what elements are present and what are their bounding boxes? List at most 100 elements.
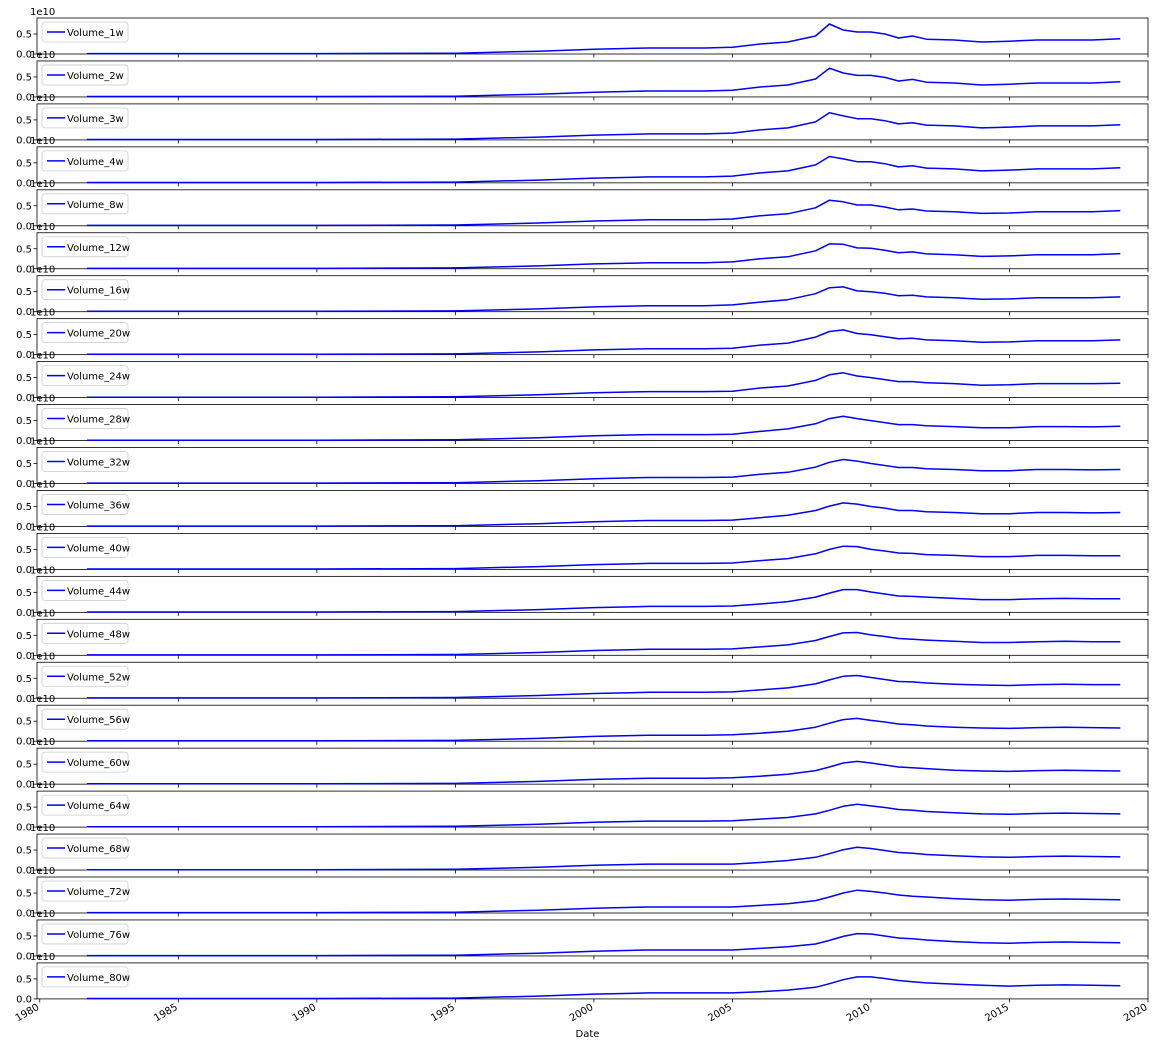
y-tick-label: 0.5: [16, 158, 32, 169]
y-tick-label: 0.5: [16, 545, 32, 556]
subplot: 0.0 0.5 1e10 Volume_80w: [16, 952, 1149, 1005]
subplot-frame: [36, 103, 1149, 141]
y-tick-label: 0.5: [16, 416, 32, 427]
subplot: 0.0 0.5 1e10 Volume_44w: [16, 565, 1149, 619]
y-tick-label: 0.5: [16, 201, 32, 212]
legend: Volume_20w: [41, 322, 130, 344]
subplot-frame: [36, 447, 1149, 484]
series-line: [86, 932, 1121, 957]
legend-label: Volume_28w: [67, 415, 130, 426]
y-tick-label: 0.5: [16, 631, 32, 642]
y-offset-label: 1e10: [30, 522, 55, 533]
legend: Volume_2w: [41, 64, 129, 86]
y-offset-label: 1e10: [30, 737, 55, 748]
y-offset-label: 1e10: [30, 909, 55, 920]
series-line: [86, 67, 1121, 98]
subplot-frame: [36, 876, 1149, 914]
subplot-frame: [36, 790, 1149, 828]
legend-box: [41, 537, 129, 558]
y-tick-label: 0.5: [16, 115, 32, 126]
y-tick-label: 0.0: [16, 823, 32, 834]
y-tick-label: 0.0: [16, 393, 32, 404]
y-tick-label: 0.5: [16, 846, 32, 857]
y-tick-label: 0.0: [16, 651, 32, 662]
legend-label: Volume_8w: [67, 200, 124, 211]
y-offset-label: 1e10: [30, 265, 55, 276]
legend-label: Volume_72w: [67, 887, 130, 898]
y-tick-label: 0.0: [16, 307, 32, 318]
y-tick-label: 0.0: [16, 436, 32, 447]
y-tick-label: 0.0: [16, 221, 32, 232]
legend: Volume_24w: [41, 365, 130, 387]
legend-label: Volume_76w: [67, 930, 130, 941]
subplot-frame: [36, 318, 1149, 356]
y-tick-label: 0.5: [16, 803, 32, 814]
subplot: 0.0 0.5 1e10 Volume_56w: [16, 694, 1149, 748]
legend-label: Volume_68w: [67, 844, 130, 855]
x-tick-label: 2015: [983, 1002, 1011, 1024]
x-tick-label: 2000: [568, 1002, 596, 1024]
legend-box: [41, 322, 129, 344]
y-tick-label: 0.0: [16, 994, 32, 1005]
subplot: 0.0 0.5 1e10 Volume_3w: [16, 93, 1149, 146]
series-line: [86, 243, 1121, 270]
x-tick-label: 1985: [152, 1002, 180, 1024]
x-tick-label: 1995: [429, 1002, 457, 1024]
subplot: 0.0 0.5 1e10 Volume_72w: [16, 866, 1149, 920]
y-offset-label: 1e10: [30, 50, 55, 61]
y-tick-label: 0.0: [16, 264, 32, 275]
legend-box: [41, 708, 129, 730]
x-tick-label: 2005: [706, 1002, 734, 1024]
y-offset-label: 1e10: [30, 136, 55, 147]
subplot-frame: [36, 962, 1149, 1000]
y-tick-label: 0.0: [16, 866, 32, 877]
series-line: [86, 155, 1121, 184]
legend-label: Volume_32w: [67, 458, 130, 469]
legend: Volume_28w: [41, 408, 130, 429]
y-offset-label: 1e10: [30, 351, 55, 362]
y-offset-label: 1e10: [30, 952, 55, 963]
legend-box: [41, 150, 129, 172]
subplot: 0.0 0.5 1e10 Volume_64w: [16, 780, 1149, 834]
legend-box: [41, 751, 129, 773]
series-line: [86, 674, 1121, 699]
y-offset-label: 1e10: [30, 179, 55, 190]
series-line: [86, 889, 1121, 914]
legend-label: Volume_3w: [67, 114, 124, 125]
legend-box: [41, 880, 129, 902]
subplot-frame: [36, 361, 1149, 399]
y-offset-label: 1e10: [30, 823, 55, 834]
subplot: 0.0 0.5 1e10 Volume_12w: [16, 222, 1149, 275]
legend-label: Volume_2w: [67, 71, 124, 82]
subplot: 0.0 0.5 1e10 Volume_68w: [16, 823, 1149, 877]
subplot-frame: [36, 490, 1149, 527]
subplot: 0.0 0.5 1e10 Volume_20w: [16, 308, 1149, 361]
subplot-frame: [36, 833, 1149, 871]
subplot-frame: [36, 747, 1149, 785]
y-offset-label: 1e10: [30, 608, 55, 619]
legend-box: [41, 494, 129, 515]
legend-box: [41, 622, 129, 644]
y-tick-label: 0.0: [16, 92, 32, 103]
y-tick-label: 0.5: [16, 502, 32, 513]
y-tick-label: 0.0: [16, 694, 32, 705]
y-offset-label: 1e10: [30, 222, 55, 233]
subplot-frame: [36, 275, 1149, 313]
series-line: [86, 286, 1121, 313]
y-offset-label: 1e10: [30, 651, 55, 662]
y-offset-label: 1e10: [30, 7, 55, 18]
legend: Volume_80w: [41, 966, 130, 988]
legend-box: [41, 193, 129, 215]
subplot-frame: [36, 533, 1149, 570]
series-line: [86, 502, 1121, 527]
y-tick-label: 0.0: [16, 522, 32, 533]
legend-label: Volume_48w: [67, 629, 130, 640]
legend-label: Volume_64w: [67, 801, 130, 812]
legend-label: Volume_20w: [67, 329, 130, 340]
y-tick-label: 0.0: [16, 565, 32, 576]
legend: Volume_3w: [41, 107, 129, 129]
legend-box: [41, 579, 129, 601]
legend: Volume_56w: [41, 708, 130, 730]
legend-label: Volume_44w: [67, 586, 130, 597]
y-tick-label: 0.0: [16, 479, 32, 490]
